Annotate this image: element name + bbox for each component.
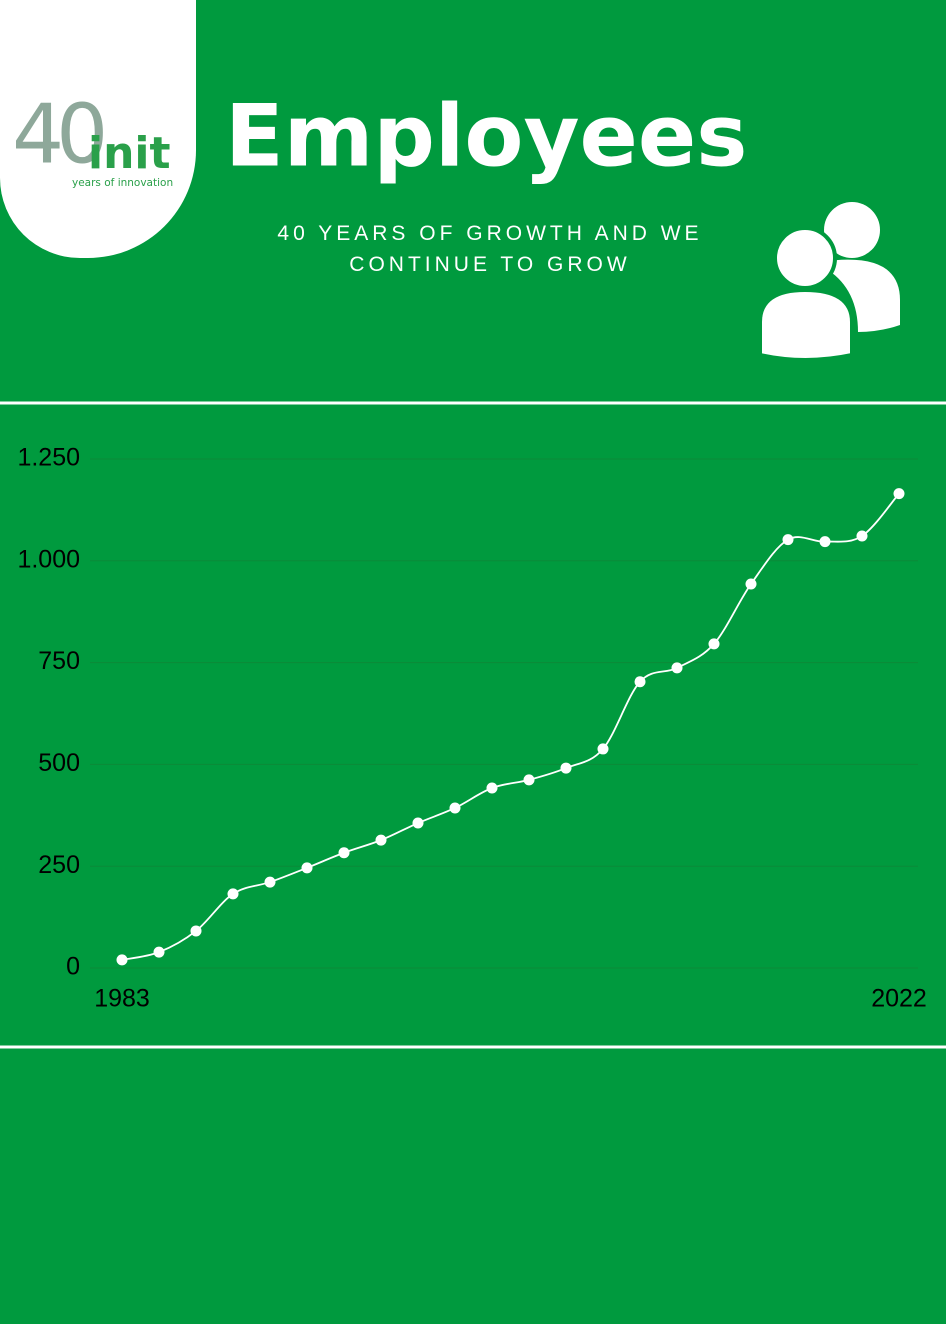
logo-badge <box>0 0 196 258</box>
point <box>671 662 683 674</box>
y-tick-label: 500 <box>38 749 80 777</box>
y-tick-label: 0 <box>66 953 80 981</box>
point <box>745 578 757 590</box>
point <box>264 876 276 888</box>
title: Employees <box>225 86 747 186</box>
y-tick-label: 1.250 <box>17 444 80 472</box>
subtitle: 40 YEARS OF GROWTH AND WE CONTINUE TO GR… <box>277 222 703 276</box>
point <box>116 954 128 966</box>
people-icon <box>758 202 900 362</box>
point <box>449 802 461 814</box>
point <box>301 862 313 874</box>
logo-number: 40 <box>12 87 103 182</box>
point <box>375 834 387 846</box>
y-tick-label: 750 <box>38 647 80 675</box>
point <box>856 530 868 542</box>
logo-tagline: years of innovation <box>72 177 173 189</box>
point <box>338 847 350 859</box>
point <box>819 536 831 548</box>
point <box>708 638 720 650</box>
point <box>412 817 424 829</box>
x-tick-label: 1983 <box>94 985 150 1013</box>
point <box>597 743 609 755</box>
point <box>782 534 794 546</box>
line <box>121 493 900 961</box>
point <box>153 946 165 958</box>
point <box>486 782 498 794</box>
point <box>523 774 535 786</box>
point <box>893 488 905 500</box>
point <box>634 676 646 688</box>
point <box>560 762 572 774</box>
logo-name: init <box>88 128 171 179</box>
y-tick-label: 250 <box>38 851 80 879</box>
point <box>190 925 202 937</box>
point <box>227 888 239 900</box>
y-tick-label: 1.000 <box>17 545 80 573</box>
x-tick-label: 2022 <box>871 985 927 1013</box>
